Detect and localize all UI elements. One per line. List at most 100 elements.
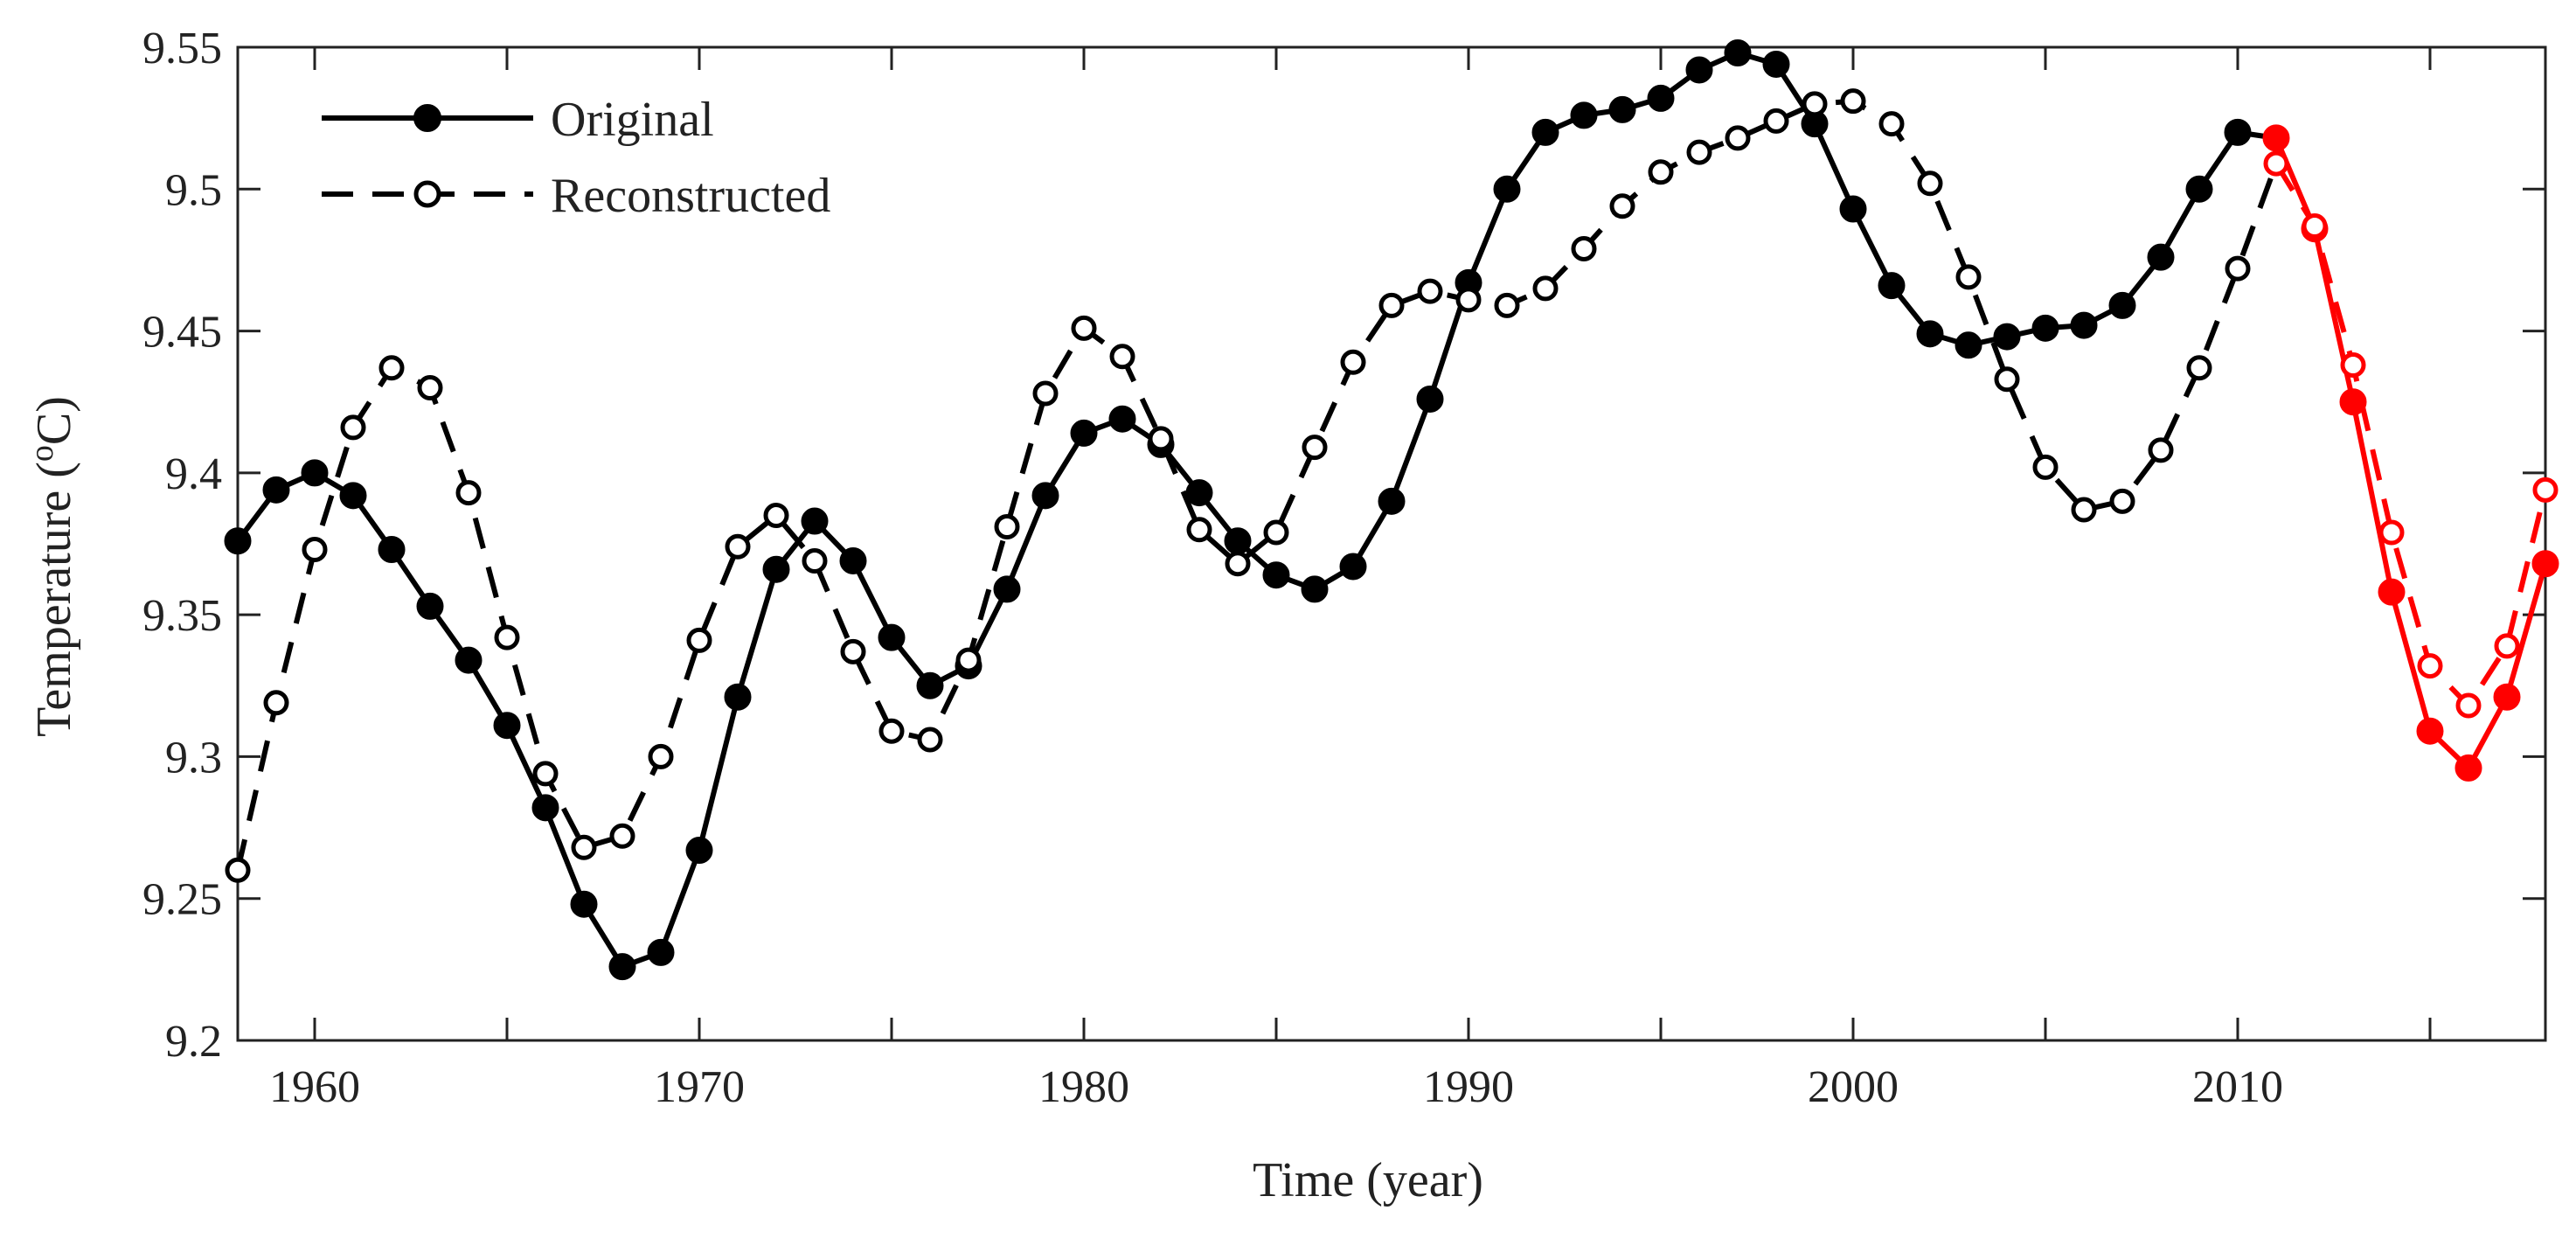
data-point-original bbox=[839, 546, 867, 574]
y-tick-label: 9.25 bbox=[142, 875, 222, 925]
x-axis-label: Time (year) bbox=[1253, 1153, 1483, 1207]
data-point-reconstructed bbox=[955, 647, 982, 673]
axes: 1960 1970 1980 1990 2000 2010 9.2 9.25 9.3 9.35 9.… bbox=[142, 24, 2547, 1112]
data-point-original bbox=[2531, 550, 2559, 578]
data-point-reconstructed bbox=[1840, 88, 1866, 115]
y-tick-label: 9.4 bbox=[165, 449, 222, 499]
data-point-reconstructed bbox=[225, 857, 251, 883]
data-point-reconstructed bbox=[1802, 91, 1828, 117]
data-point-original bbox=[2185, 175, 2213, 203]
data-point-reconstructed bbox=[2225, 255, 2251, 282]
data-point-reconstructed bbox=[1648, 159, 1674, 185]
data-point-reconstructed bbox=[2455, 692, 2482, 719]
series-line-reconstructed bbox=[235, 98, 2279, 871]
data-point-original bbox=[1262, 561, 1290, 589]
data-point-original bbox=[378, 535, 406, 563]
data-point-reconstructed bbox=[302, 536, 328, 562]
data-point-reconstructed bbox=[648, 743, 674, 769]
legend: Original Reconstructed bbox=[322, 93, 830, 223]
data-point-original bbox=[493, 712, 521, 740]
data-point-reconstructed bbox=[417, 374, 443, 400]
y-tick-label: 9.45 bbox=[142, 308, 222, 358]
data-point-original bbox=[2339, 388, 2367, 416]
data-point-original bbox=[1301, 575, 1329, 603]
data-point-original bbox=[1955, 331, 1982, 359]
data-point-reconstructed bbox=[2417, 653, 2443, 679]
data-point-original bbox=[2147, 243, 2175, 271]
data-point-reconstructed bbox=[840, 638, 866, 664]
data-point-reconstructed bbox=[2494, 633, 2520, 659]
series-group bbox=[224, 38, 2559, 981]
data-point-reconstructed bbox=[1148, 426, 1174, 452]
data-point-reconstructed bbox=[1571, 235, 1597, 261]
data-point-original bbox=[1339, 553, 1367, 581]
y-tick-label: 9.55 bbox=[142, 24, 222, 73]
y-tick-label: 9.3 bbox=[165, 733, 222, 782]
data-point-original bbox=[1608, 95, 1636, 123]
data-point-original bbox=[262, 476, 290, 504]
data-point-reconstructed bbox=[1994, 366, 2020, 393]
y-axis-label: Temperature (oC) bbox=[24, 396, 81, 737]
data-point-reconstructed bbox=[1725, 125, 1751, 151]
data-point-reconstructed bbox=[2109, 488, 2135, 514]
data-point-original bbox=[608, 953, 636, 981]
data-point-original bbox=[1493, 175, 1521, 203]
data-point-reconstructed bbox=[1532, 275, 1559, 302]
legend-marker-reconstructed bbox=[413, 180, 441, 208]
series-line-original bbox=[235, 50, 2277, 970]
data-point-reconstructed bbox=[263, 690, 289, 716]
data-point-reconstructed bbox=[1917, 170, 1943, 197]
data-point-original bbox=[1993, 323, 2021, 351]
data-point-reconstructed bbox=[802, 547, 828, 574]
data-point-reconstructed bbox=[1494, 292, 1520, 318]
data-point-original bbox=[2493, 683, 2521, 711]
data-point-reconstructed bbox=[763, 503, 789, 529]
data-point-original bbox=[416, 592, 444, 620]
data-point-reconstructed bbox=[1109, 344, 1135, 370]
data-point-reconstructed bbox=[2302, 212, 2328, 239]
data-point-reconstructed bbox=[1609, 193, 1635, 219]
data-point-reconstructed bbox=[571, 834, 597, 860]
data-point-original bbox=[570, 890, 598, 918]
data-point-reconstructed bbox=[1378, 292, 1405, 318]
data-point-reconstructed bbox=[686, 627, 712, 653]
data-point-original bbox=[1916, 320, 1944, 348]
data-point-reconstructed bbox=[1340, 349, 1366, 375]
data-point-original bbox=[993, 575, 1021, 603]
data-point-reconstructed bbox=[917, 727, 943, 753]
data-point-reconstructed bbox=[609, 823, 635, 849]
y-tick-label: 9.5 bbox=[165, 165, 222, 215]
data-point-reconstructed bbox=[2532, 476, 2559, 503]
y-tick-label: 9.2 bbox=[165, 1017, 222, 1067]
data-point-original bbox=[1647, 84, 1675, 112]
data-point-reconstructed bbox=[2186, 355, 2212, 381]
data-point-original bbox=[1878, 272, 1906, 300]
data-point-reconstructed bbox=[340, 414, 366, 441]
data-point-reconstructed bbox=[1763, 108, 1789, 134]
data-point-reconstructed bbox=[878, 718, 905, 744]
data-point-original bbox=[762, 555, 790, 583]
data-point-original bbox=[1185, 479, 1213, 507]
data-point-original bbox=[1685, 56, 1713, 84]
data-point-original bbox=[878, 623, 906, 651]
data-point-original bbox=[2031, 314, 2059, 342]
data-point-original bbox=[1031, 482, 1059, 510]
x-tick-label: 1980 bbox=[1038, 1062, 1129, 1112]
data-point-reconstructed bbox=[494, 624, 520, 650]
series-line-reconstructed-forecast bbox=[2274, 162, 2548, 708]
legend-label-reconstructed: Reconstructed bbox=[551, 169, 830, 223]
data-point-reconstructed bbox=[2378, 519, 2405, 546]
data-point-reconstructed bbox=[1225, 551, 1251, 577]
data-point-reconstructed bbox=[1263, 519, 1289, 546]
data-point-reconstructed bbox=[455, 480, 482, 506]
data-point-original bbox=[1416, 385, 1444, 413]
data-point-reconstructed bbox=[1955, 264, 1982, 290]
data-point-original bbox=[224, 527, 252, 555]
data-point-reconstructed bbox=[1417, 278, 1443, 304]
data-point-original bbox=[1839, 195, 1867, 223]
data-point-original bbox=[685, 837, 713, 865]
data-point-original bbox=[2262, 124, 2290, 152]
data-point-reconstructed bbox=[2340, 352, 2366, 379]
legend-marker-original bbox=[413, 104, 441, 132]
